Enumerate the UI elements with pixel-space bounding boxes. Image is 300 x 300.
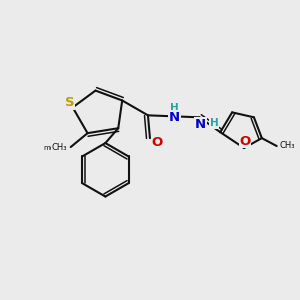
Text: N: N [195,118,206,131]
Text: O: O [151,136,163,148]
Text: CH₃: CH₃ [280,140,295,149]
Text: H: H [210,118,219,128]
Text: methyl: methyl [44,145,68,151]
Text: CH₃: CH₃ [51,142,67,152]
Text: N: N [169,111,180,124]
Text: H: H [170,103,179,113]
Text: O: O [239,135,250,148]
Text: S: S [65,96,74,109]
